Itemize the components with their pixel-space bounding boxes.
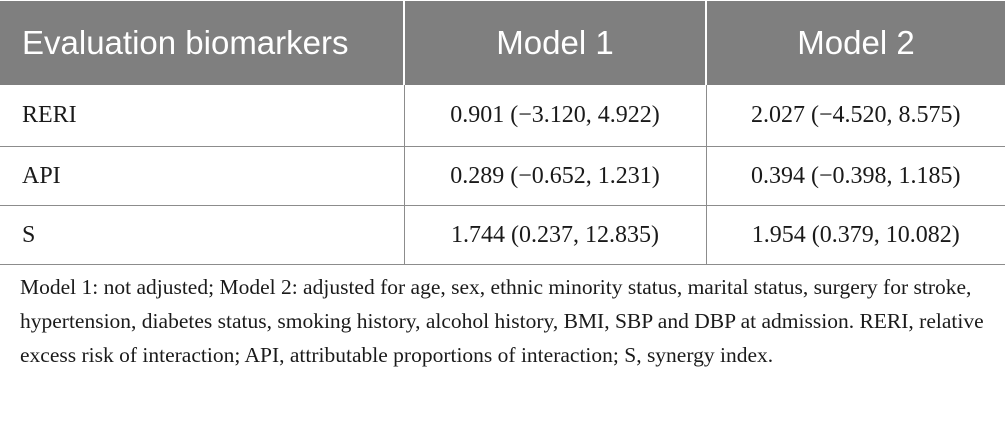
biomarker-interaction-table: Evaluation biomarkers Model 1 Model 2 RE… [0,1,1005,265]
cell-s-model-2: 1.954 (0.379, 10.082) [705,205,1005,265]
cell-reri-model-2: 2.027 (−4.520, 8.575) [705,85,1005,147]
row-label-reri: RERI [0,85,404,147]
table-row: S 1.744 (0.237, 12.835) 1.954 (0.379, 10… [0,205,1005,265]
cell-api-model-2: 0.394 (−0.398, 1.185) [705,146,1005,206]
header-evaluation-biomarkers: Evaluation biomarkers [0,1,404,85]
cell-api-model-1: 0.289 (−0.652, 1.231) [403,146,706,206]
table-row: API 0.289 (−0.652, 1.231) 0.394 (−0.398,… [0,146,1005,206]
table-footnote: Model 1: not adjusted; Model 2: adjusted… [20,275,984,367]
cell-s-model-1: 1.744 (0.237, 12.835) [403,205,706,265]
row-label-api: API [0,146,404,206]
table-row: RERI 0.901 (−3.120, 4.922) 2.027 (−4.520… [0,85,1005,147]
row-label-s: S [0,205,404,265]
cell-reri-model-1: 0.901 (−3.120, 4.922) [403,85,706,147]
header-row: Evaluation biomarkers Model 1 Model 2 [0,1,1005,85]
header-model-1: Model 1 [403,1,706,85]
header-model-2: Model 2 [705,1,1005,85]
